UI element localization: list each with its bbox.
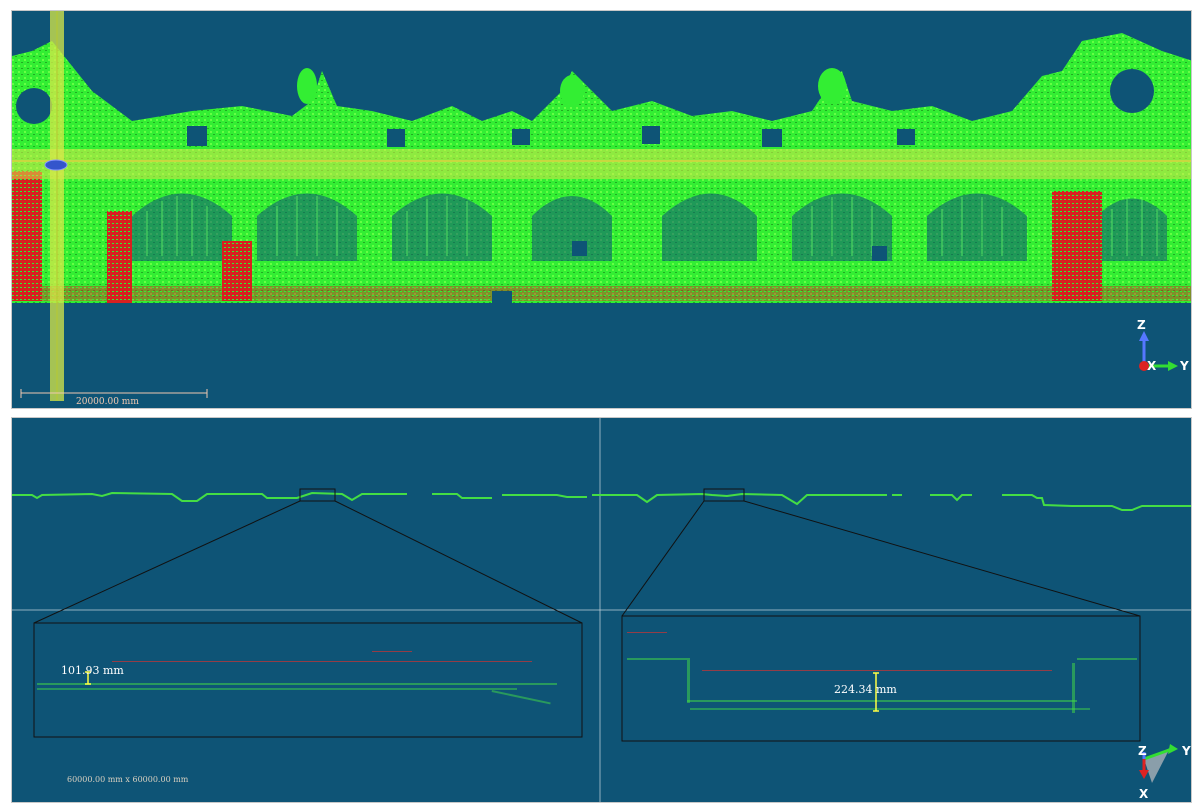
zoom-connectors bbox=[33, 500, 1141, 624]
extent-label: 60000.00 mm x 60000.00 mm bbox=[67, 775, 189, 784]
zoom-source-left[interactable] bbox=[299, 488, 336, 502]
zoom-inset-left[interactable] bbox=[33, 622, 583, 738]
zoom-left-red-points bbox=[112, 651, 532, 662]
axis-x-label-bottom: X bbox=[1139, 787, 1149, 801]
zoom-source-right[interactable] bbox=[703, 488, 745, 502]
elevation-viewport[interactable]: 20000.00 mm Z Y X bbox=[11, 10, 1192, 409]
measurement-right-label: 224.34 mm bbox=[834, 683, 897, 696]
axis-gizmo-icon[interactable] bbox=[1139, 331, 1178, 371]
section-marker-icon[interactable] bbox=[44, 159, 68, 171]
section-profile: Z Y X bbox=[12, 418, 1191, 802]
measure-right[interactable] bbox=[873, 672, 879, 712]
zoom-inset-right[interactable] bbox=[621, 615, 1141, 742]
axis-z-label-bottom: Z bbox=[1138, 744, 1147, 758]
zoom-right-points bbox=[627, 658, 1137, 713]
section-viewport[interactable]: Z Y X 101.93 mm 224.34 mm 60000.00 mm x … bbox=[11, 417, 1192, 803]
measurement-left-label: 101.93 mm bbox=[61, 664, 124, 677]
axis-y-label-bottom: Y bbox=[1181, 744, 1191, 758]
zoom-left-points bbox=[37, 683, 557, 705]
horizontal-section-band[interactable] bbox=[12, 149, 1192, 179]
scale-bar-label: 20000.00 mm bbox=[76, 397, 139, 407]
zoom-right-red-points bbox=[627, 632, 1052, 671]
axis-gizmo-bottom-icon[interactable] bbox=[1139, 744, 1178, 783]
scale-bar bbox=[20, 389, 208, 398]
profile-line bbox=[12, 491, 1191, 511]
point-cloud-elevation bbox=[12, 11, 1192, 401]
measure-left[interactable] bbox=[85, 671, 91, 685]
